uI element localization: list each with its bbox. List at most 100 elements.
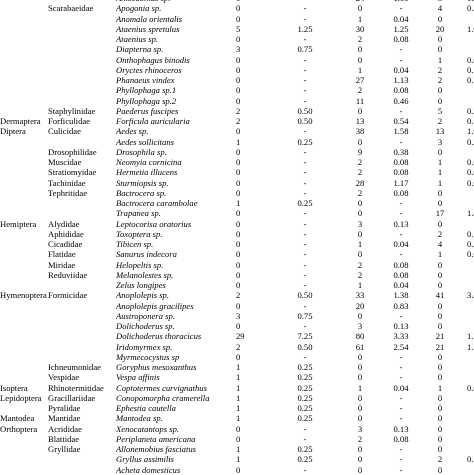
order-cell bbox=[0, 444, 48, 454]
percent-2-cell: 0.46 bbox=[393, 95, 409, 106]
count-3-cell: 1 bbox=[437, 167, 443, 178]
count-3-cell: 0 bbox=[437, 44, 443, 55]
table-row: Staphylinidae Paederus fuscipes 2 0.50 0 - 5 0.… bbox=[0, 106, 474, 116]
percent-3-cell: - bbox=[457, 403, 474, 413]
species-cell: Tibicen sp. bbox=[116, 239, 154, 249]
count-2-cell: 0 bbox=[357, 413, 363, 424]
count-2-cell: 0 bbox=[357, 454, 363, 465]
percent-1-cell: - bbox=[269, 0, 341, 3]
order-cell bbox=[0, 55, 48, 65]
count-1-cell: 1 bbox=[236, 136, 241, 147]
count-3-cell: 0 bbox=[437, 85, 443, 96]
percent-1-cell: - bbox=[303, 126, 307, 137]
species-cell: Phanaeus vindex bbox=[116, 75, 175, 85]
table-row: Oryctes rhinoceros 0 - 1 0.04 2 0.17 bbox=[0, 65, 474, 75]
count-1-cell: 0 bbox=[236, 269, 241, 280]
species-cell: Anoplolepis gracilipes bbox=[116, 300, 194, 311]
family-cell bbox=[48, 280, 116, 290]
table-row: Ataenius spretulus 5 1.25 30 1.25 20 1.67 bbox=[0, 24, 474, 34]
table-row: Lepidoptera Gracillariidae Conopomorpha cr… bbox=[0, 393, 474, 403]
count-2-cell: 2 bbox=[357, 433, 363, 444]
percent-3-cell: - bbox=[457, 311, 474, 321]
percent-1-cell: 0.25 bbox=[297, 413, 313, 424]
percent-3-cell: - bbox=[457, 270, 474, 280]
family-cell bbox=[48, 55, 116, 65]
percent-2-cell: 0.08 bbox=[393, 85, 409, 96]
count-3-cell: 0 bbox=[437, 351, 443, 362]
table-row: Anisodontus sp.0-241.0030.33 bbox=[0, 0, 474, 3]
table-row: Myrmecocystus sp 0 - 0 - 0 - bbox=[0, 352, 474, 362]
species-cell: Phyllophaga sp.1 bbox=[116, 85, 177, 96]
order-cell bbox=[0, 465, 48, 475]
count-3-cell: 0 bbox=[437, 269, 443, 280]
percent-2-cell: 3.33 bbox=[393, 331, 409, 342]
count-3-cell: 0 bbox=[437, 95, 443, 106]
percent-2-cell: - bbox=[399, 3, 403, 14]
count-1-cell: 2 bbox=[236, 116, 241, 126]
table-row: Reduviidae Melanolestes sp. 0 - 2 0.08 0 - bbox=[0, 270, 474, 280]
family-cell bbox=[48, 352, 116, 362]
count-1-cell: 1 bbox=[236, 362, 241, 372]
order-cell: Hymenoptera bbox=[0, 290, 47, 301]
order-cell: Hemiptera bbox=[0, 218, 37, 229]
count-2-cell: 0 bbox=[357, 105, 363, 116]
percent-1-cell: - bbox=[303, 228, 307, 239]
count-2-cell: 61 bbox=[355, 341, 365, 352]
order-cell bbox=[0, 311, 48, 321]
percent-3-cell: - bbox=[457, 280, 474, 290]
species-cell: Anisodontus sp. bbox=[116, 0, 228, 3]
count-1-cell: 5 bbox=[236, 23, 241, 34]
percent-3-cell: - bbox=[457, 465, 474, 475]
percent-3-cell: 1.67 bbox=[466, 23, 474, 34]
order-cell bbox=[0, 331, 48, 341]
family-cell: Ichneumonidae bbox=[48, 362, 101, 372]
count-2-cell: 0 bbox=[357, 362, 363, 372]
table-row: Aphididae Toxoptera sp. 0 - 0 - 2 0.17 bbox=[0, 229, 474, 239]
order-cell bbox=[0, 229, 48, 239]
order-cell: Dermaptera bbox=[0, 116, 41, 126]
count-2-cell: 1 bbox=[357, 13, 363, 24]
count-1-cell: 0 bbox=[236, 75, 241, 85]
count-2-cell: 2 bbox=[357, 34, 363, 44]
percent-2-cell: 1.13 bbox=[393, 75, 409, 85]
table-row: Phyllophaga sp.2 0 - 11 0.46 0 - bbox=[0, 96, 474, 106]
count-2-cell: 2 bbox=[357, 269, 363, 280]
family-cell bbox=[48, 342, 116, 352]
percent-3-cell: - bbox=[457, 188, 474, 198]
percent-3-cell: - bbox=[457, 413, 474, 423]
percent-1-cell: 7.25 bbox=[297, 331, 313, 342]
family-cell: Staphylinidae bbox=[48, 105, 96, 116]
percent-2-cell: 0.13 bbox=[393, 321, 409, 331]
percent-2-cell: 0.04 bbox=[393, 382, 409, 393]
count-1-cell: 0 bbox=[236, 280, 241, 290]
table-row: Iridomyrmex sp. 2 0.50 61 2.54 21 1.75 bbox=[0, 342, 474, 352]
percent-3-cell: 0.33 bbox=[457, 0, 474, 3]
order-cell bbox=[0, 24, 48, 34]
percent-2-cell: - bbox=[399, 105, 403, 116]
count-1-cell: 1 bbox=[236, 403, 241, 413]
count-3-cell: 21 bbox=[435, 331, 445, 342]
order-cell bbox=[0, 208, 48, 218]
count-3-cell: 1 bbox=[437, 177, 443, 188]
count-2-cell: 0 bbox=[357, 249, 363, 260]
count-3-cell: 1 bbox=[437, 382, 443, 393]
count-2-cell: 0 bbox=[357, 208, 363, 219]
species-cell: Dolichoderus thoracicus bbox=[116, 331, 202, 342]
count-2-cell: 30 bbox=[355, 23, 365, 34]
percent-2-cell: - bbox=[399, 413, 403, 424]
family-cell: Blattidae bbox=[48, 433, 80, 444]
order-cell bbox=[0, 280, 48, 290]
species-cell: Paederus fuscipes bbox=[116, 105, 179, 116]
table-row: Diapterna sp. 3 0.75 0 - 0 - bbox=[0, 44, 474, 54]
count-2-cell: 2 bbox=[357, 187, 363, 198]
percent-2-cell: 1.25 bbox=[393, 23, 409, 34]
count-3-cell: 0 bbox=[437, 34, 443, 44]
percent-3-cell: - bbox=[457, 352, 474, 362]
count-3-cell: 13 bbox=[435, 126, 445, 137]
percent-2-cell: 0.08 bbox=[393, 34, 409, 44]
count-1-cell: 0 bbox=[236, 351, 241, 362]
family-cell bbox=[48, 34, 116, 44]
species-cell: Myrmecocystus sp bbox=[116, 351, 180, 362]
species-cell: Neomyia cornicina bbox=[116, 157, 182, 167]
order-cell bbox=[0, 178, 48, 188]
